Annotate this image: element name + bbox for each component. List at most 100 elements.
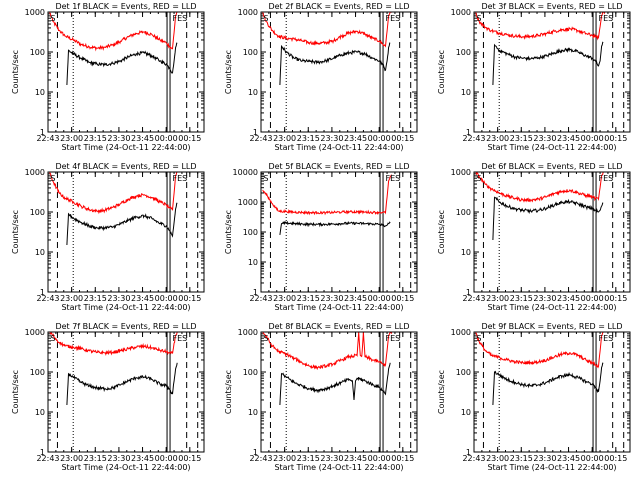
x-tick-label: 23:45	[557, 454, 580, 463]
y-tick-label: 10	[248, 408, 258, 417]
x-tick-label: 23:00	[60, 294, 83, 303]
flag-label-fes: FES	[598, 334, 613, 343]
y-axis-label: Counts/sec	[224, 370, 233, 414]
x-tick-label: 23:45	[131, 454, 154, 463]
flag-label-s: S	[476, 14, 481, 23]
flag-label-fes: FES	[385, 334, 400, 343]
plot-area	[475, 12, 625, 132]
y-tick-label: 1	[466, 128, 471, 137]
plot-frame	[260, 11, 418, 133]
x-tick-label: 23:15	[84, 134, 107, 143]
x-tick-label: 23:45	[557, 134, 580, 143]
x-tick-label: 23:45	[344, 134, 367, 143]
panel-title: Det 2f BLACK = Events, RED = LLD	[268, 2, 409, 11]
x-tick-label: 23:15	[510, 134, 533, 143]
flag-label-s: S	[263, 334, 268, 343]
x-tick-label: 00:00	[581, 294, 604, 303]
events-series	[66, 362, 178, 406]
x-tick-label: 23:30	[107, 294, 130, 303]
x-tick-label: 23:15	[84, 294, 107, 303]
y-tick-label: 10	[248, 88, 258, 97]
lld-series	[475, 172, 605, 203]
plot-area	[49, 12, 199, 132]
flag-label-s: S	[476, 174, 481, 183]
y-tick-label: 10000	[233, 168, 258, 177]
plot-frame	[473, 11, 631, 133]
x-tick-label: 23:15	[510, 454, 533, 463]
panel-title: Det 6f BLACK = Events, RED = LLD	[481, 162, 622, 171]
x-tick-label: 00:00	[155, 454, 178, 463]
y-tick-label: 10	[35, 408, 45, 417]
plot-frame	[47, 171, 205, 293]
events-series	[66, 202, 178, 246]
x-tick-label: 23:15	[84, 454, 107, 463]
x-tick-label: 23:00	[486, 294, 509, 303]
y-tick-label: 10	[35, 88, 45, 97]
panel-det-9: Det 9f BLACK = Events, RED = LLD Counts/s…	[437, 322, 631, 472]
flag-label-fes: FES	[172, 334, 187, 343]
panel-det-8: Det 8f BLACK = Events, RED = LLD Counts/s…	[224, 322, 418, 472]
y-axis-label: Counts/sec	[437, 50, 446, 94]
y-axis-label: Counts/sec	[11, 210, 20, 254]
plot-area	[49, 332, 199, 452]
flag-label-s: S	[50, 14, 55, 23]
y-tick-label: 1	[253, 288, 258, 297]
y-tick-label: 100	[30, 48, 45, 57]
x-tick-label: 23:00	[273, 454, 296, 463]
x-tick-label: 23:00	[486, 454, 509, 463]
x-axis-label: Start Time (24-Oct-11 22:44:00)	[274, 143, 403, 152]
x-axis-label: Start Time (24-Oct-11 22:44:00)	[487, 303, 616, 312]
y-tick-label: 10	[461, 248, 471, 257]
x-tick-label: 22:43	[249, 134, 272, 143]
plot-frame	[473, 331, 631, 453]
panel-title: Det 4f BLACK = Events, RED = LLD	[55, 162, 196, 171]
x-tick-label: 23:30	[107, 134, 130, 143]
y-tick-label: 1	[253, 448, 258, 457]
x-tick-label: 00:15	[604, 294, 627, 303]
x-tick-label: 23:30	[320, 294, 343, 303]
y-axis-label: Counts/sec	[437, 210, 446, 254]
x-tick-label: 22:43	[36, 454, 59, 463]
events-series	[66, 42, 178, 86]
y-tick-label: 1000	[451, 168, 471, 177]
x-tick-label: 23:00	[273, 294, 296, 303]
x-tick-label: 23:45	[131, 134, 154, 143]
x-tick-label: 00:00	[368, 134, 391, 143]
x-tick-label: 23:15	[297, 454, 320, 463]
x-axis-label: Start Time (24-Oct-11 22:44:00)	[487, 463, 616, 472]
flag-label-s: S	[50, 174, 55, 183]
y-tick-label: 10	[35, 248, 45, 257]
x-axis-label: Start Time (24-Oct-11 22:44:00)	[487, 143, 616, 152]
x-tick-label: 00:15	[391, 454, 414, 463]
x-tick-label: 22:43	[249, 294, 272, 303]
plot-frame	[260, 171, 418, 293]
plot-frame	[473, 171, 631, 293]
x-tick-label: 23:30	[533, 294, 556, 303]
x-tick-label: 00:00	[155, 134, 178, 143]
y-tick-label: 1000	[25, 328, 45, 337]
plot-area	[49, 172, 199, 292]
x-axis-label: Start Time (24-Oct-11 22:44:00)	[61, 143, 190, 152]
x-tick-label: 23:00	[60, 134, 83, 143]
x-tick-label: 00:00	[368, 454, 391, 463]
plot-frame	[260, 331, 418, 453]
x-tick-label: 23:15	[297, 134, 320, 143]
panel-det-4: Det 4f BLACK = Events, RED = LLD Counts/s…	[11, 162, 205, 312]
x-tick-label: 23:45	[344, 454, 367, 463]
x-tick-label: 00:15	[178, 294, 201, 303]
x-axis-label: Start Time (24-Oct-11 22:44:00)	[274, 303, 403, 312]
lld-series	[49, 12, 179, 52]
y-tick-label: 10	[461, 88, 471, 97]
flag-label-fes: FES	[385, 174, 400, 183]
y-tick-label: 1	[253, 128, 258, 137]
x-tick-label: 23:30	[107, 454, 130, 463]
y-tick-label: 100	[456, 368, 471, 377]
y-tick-label: 1000	[451, 8, 471, 17]
x-tick-label: 23:30	[533, 454, 556, 463]
y-tick-label: 1000	[238, 328, 258, 337]
x-tick-label: 23:00	[486, 134, 509, 143]
y-axis-label: Counts/sec	[224, 50, 233, 94]
events-series	[279, 42, 391, 86]
lld-series	[262, 174, 392, 216]
